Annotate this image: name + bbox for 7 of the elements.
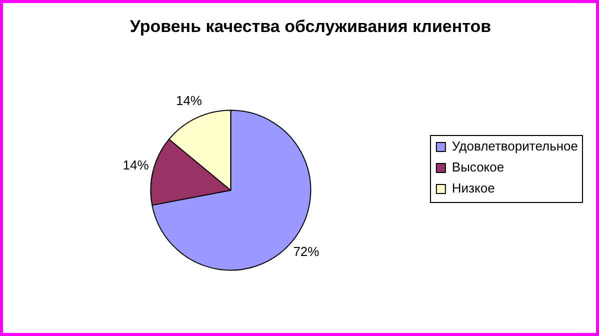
- data-label: 72%: [293, 244, 320, 260]
- data-label: 14%: [176, 93, 202, 108]
- legend-label: Высокое: [452, 160, 504, 175]
- data-label: 14%: [122, 157, 150, 172]
- legend-label: Удовлетворительное: [452, 138, 578, 154]
- chart-title: Уровень качества обслуживания клиентов: [130, 16, 492, 36]
- legend-label: Низкое: [452, 180, 495, 196]
